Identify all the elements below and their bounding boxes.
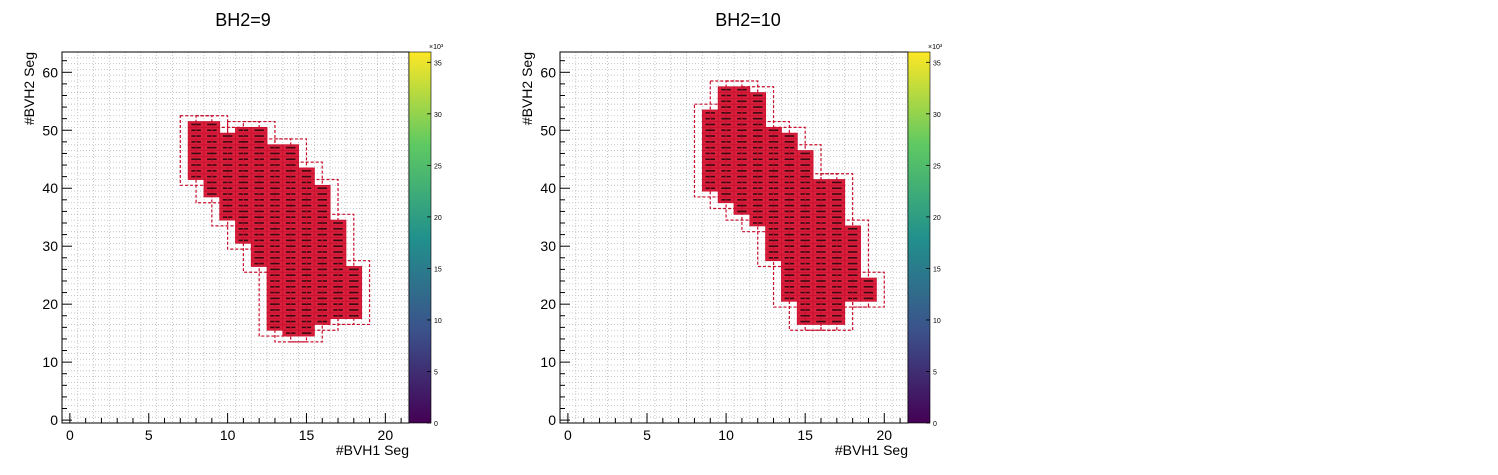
z-tick-label: 10	[933, 318, 941, 325]
z-tick-label: 25	[933, 163, 941, 170]
z-tick-label: 0	[933, 421, 937, 428]
y-tick-label: 60	[540, 64, 556, 80]
cell-halo	[852, 271, 885, 308]
x-tick-label: 10	[718, 427, 734, 443]
x-axis-label: #BVH1 Seg	[336, 442, 409, 458]
x-tick-label: 5	[643, 427, 651, 443]
y-tick-label: 20	[540, 296, 556, 312]
z-tick-label: 35	[434, 60, 442, 67]
x-tick-label: 20	[378, 427, 394, 443]
y-tick-label: 10	[540, 354, 556, 370]
z-exponent-label: ×10³	[429, 44, 444, 51]
y-tick-label: 30	[42, 238, 58, 254]
cell-halo	[337, 260, 371, 326]
y-tick-label: 40	[540, 180, 556, 196]
chart-title: BH2=10	[715, 10, 781, 30]
x-tick-label: 5	[145, 427, 153, 443]
z-tick-label: 30	[434, 112, 442, 119]
y-tick-label: 50	[42, 122, 58, 138]
data-cells	[179, 115, 371, 343]
x-tick-label: 20	[876, 427, 892, 443]
z-tick-label: 35	[933, 60, 941, 67]
z-tick-label: 5	[933, 369, 937, 376]
z-tick-label: 25	[434, 163, 442, 170]
z-tick-label: 30	[933, 112, 941, 119]
cell-halo	[757, 120, 790, 268]
x-tick-label: 15	[797, 427, 813, 443]
chart-title: BH2=9	[215, 10, 271, 30]
cell-halo	[836, 219, 870, 308]
z-exponent-label: ×10³	[928, 44, 943, 51]
z-tick-label: 20	[434, 215, 442, 222]
y-tick-label: 40	[42, 180, 58, 196]
x-tick-label: 15	[299, 427, 315, 443]
y-axis-label: #BVH2 Seg	[21, 52, 37, 125]
y-axis-label: #BVH2 Seg	[519, 52, 535, 125]
empty-bin-grid	[61, 51, 410, 424]
z-tick-label: 5	[434, 369, 438, 376]
z-tick-label: 20	[933, 215, 941, 222]
y-tick-label: 60	[42, 64, 58, 80]
y-tick-label: 0	[548, 412, 556, 428]
cell-halo	[820, 173, 854, 331]
x-tick-label: 0	[564, 427, 572, 443]
x-tick-label: 0	[66, 427, 74, 443]
color-bar	[907, 51, 931, 424]
y-tick-label: 10	[42, 354, 58, 370]
y-tick-label: 50	[540, 122, 556, 138]
x-tick-label: 10	[220, 427, 236, 443]
color-bar	[408, 51, 432, 424]
cell-halo	[788, 144, 822, 331]
y-tick-label: 20	[42, 296, 58, 312]
data-cells	[693, 80, 885, 331]
z-tick-label: 15	[434, 266, 442, 273]
x-axis-label: #BVH1 Seg	[835, 442, 908, 458]
z-tick-label: 10	[434, 318, 442, 325]
z-tick-label: 0	[434, 421, 438, 428]
y-tick-label: 30	[540, 238, 556, 254]
y-tick-label: 0	[50, 412, 58, 428]
z-tick-label: 15	[933, 266, 941, 273]
